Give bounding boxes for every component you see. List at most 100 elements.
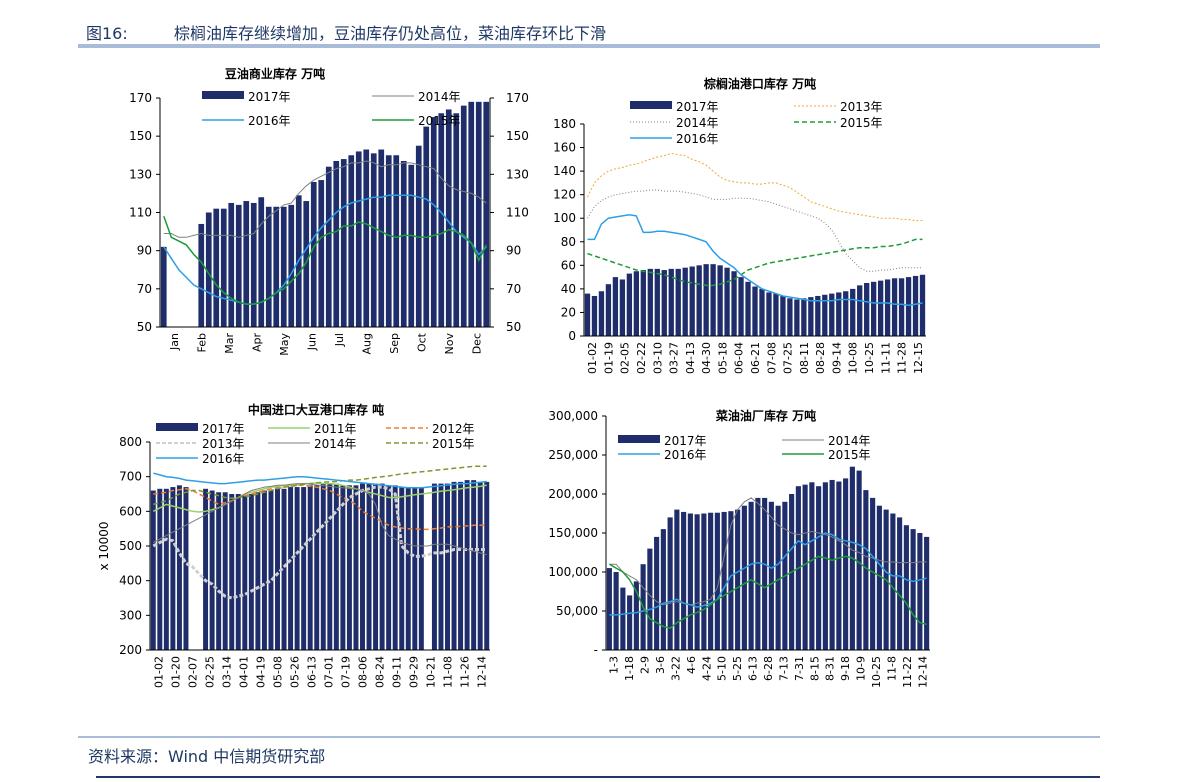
x-tick-label: May — [278, 333, 291, 356]
bar — [619, 279, 626, 336]
bar — [668, 268, 674, 336]
bar — [605, 284, 612, 336]
series-line-2013年 — [587, 152, 923, 222]
x-tick-label: 05-08 — [272, 656, 285, 688]
soy-oil-chart: 豆油商业库存 万吨 50 50 70 70 90 90 110 110 130 130 150 150 1… — [129, 66, 529, 356]
bar — [150, 490, 156, 650]
bar — [451, 481, 457, 650]
legend-label: 2015年 — [828, 448, 871, 462]
bar — [910, 529, 916, 650]
x-tick-label: 06-04 — [733, 342, 746, 374]
bar — [176, 485, 182, 650]
bar — [829, 293, 835, 336]
chart-title: 菜油油厂库存 万吨 — [715, 408, 816, 423]
bar — [275, 488, 280, 650]
bar — [780, 295, 786, 336]
y2-tick-label: 50 — [506, 320, 521, 334]
bar — [393, 155, 400, 327]
y2-tick-label: 110 — [506, 206, 529, 220]
x-tick-label: 11-11 — [879, 342, 892, 374]
y-tick-label: 60 — [561, 258, 576, 272]
legend-label: 2016年 — [664, 448, 707, 462]
x-tick-label: 3-22 — [669, 656, 682, 681]
x-tick-label: 04-30 — [700, 342, 713, 374]
legend-label: 2011年 — [314, 422, 357, 436]
x-tick-label: 8-15 — [808, 656, 821, 681]
x-tick-label: 5-25 — [731, 656, 744, 681]
bar — [445, 109, 452, 327]
series-line-2016年 — [153, 472, 487, 489]
bar — [816, 486, 822, 650]
bar — [160, 246, 167, 327]
legend-label: 2014年 — [418, 90, 461, 104]
bar — [458, 481, 464, 650]
bar — [157, 488, 163, 650]
x-tick-label: 5-10 — [716, 656, 729, 681]
legend-swatch — [630, 101, 672, 109]
x-tick-label: 11-22 — [901, 656, 914, 688]
bar — [794, 299, 800, 336]
x-tick-label: 1-18 — [623, 656, 636, 681]
legend-label: 2015年 — [840, 116, 883, 130]
bar — [674, 509, 680, 650]
bar — [399, 487, 405, 650]
bar — [745, 281, 751, 336]
x-tick-label: 06-13 — [306, 656, 319, 688]
legend-label: 2016年 — [248, 114, 291, 128]
y-tick-label: 200 — [119, 643, 142, 657]
bar — [912, 275, 919, 336]
y-tick-label: 100 — [553, 211, 576, 225]
bar — [591, 295, 598, 336]
y-tick-label: 170 — [129, 91, 152, 105]
legend-label: 2014年 — [676, 116, 719, 130]
bar — [430, 117, 437, 327]
bar — [216, 492, 222, 650]
x-tick-label: 01-02 — [586, 342, 599, 374]
bar — [412, 487, 418, 650]
y-tick-label: 150 — [129, 129, 152, 143]
legend-label: 2017年 — [676, 100, 719, 114]
bar — [898, 278, 905, 336]
bar — [379, 483, 385, 650]
bar — [640, 270, 646, 336]
bar — [418, 487, 424, 650]
bar — [255, 492, 261, 650]
bar — [483, 101, 490, 327]
bar — [919, 274, 926, 336]
figure-title: 棕榈油库存继续增加，豆油库存仍处高位，菜油库存环比下滑 — [174, 24, 607, 43]
series-line-2014年 — [587, 189, 923, 272]
x-tick-label: 01-20 — [170, 656, 183, 688]
x-tick-label: 07-19 — [340, 656, 353, 688]
bar — [755, 497, 761, 650]
bar — [405, 487, 411, 650]
bar — [856, 470, 862, 650]
bar — [261, 490, 267, 650]
x-tick-label: Dec — [470, 333, 483, 354]
bar — [836, 292, 842, 336]
bar — [453, 113, 460, 327]
bar — [423, 126, 430, 327]
bar — [689, 266, 695, 336]
bar — [687, 513, 693, 650]
bar — [710, 264, 716, 336]
bar — [281, 488, 287, 650]
bar — [307, 485, 313, 650]
bar — [661, 270, 667, 336]
x-tick-label: Apr — [250, 333, 263, 353]
x-tick-label: 02-07 — [187, 656, 200, 688]
y-tick-label: 160 — [553, 141, 576, 155]
series-line-2015年 — [163, 216, 487, 305]
source-note: 资料来源：Wind 中信期货研究部 — [88, 747, 326, 766]
bar — [477, 481, 483, 650]
x-tick-label: 4-24 — [700, 656, 713, 681]
x-tick-label: 08-11 — [798, 342, 811, 374]
x-tick-label: 08-24 — [374, 656, 387, 688]
x-tick-label: 07-25 — [782, 342, 795, 374]
x-tick-label: 11-26 — [459, 656, 472, 688]
bar — [163, 488, 169, 650]
bar — [829, 479, 835, 650]
bar — [205, 212, 212, 327]
y-tick-label: 100,000 — [548, 565, 598, 579]
x-tick-label: 03-10 — [651, 342, 664, 374]
bar — [877, 280, 884, 336]
